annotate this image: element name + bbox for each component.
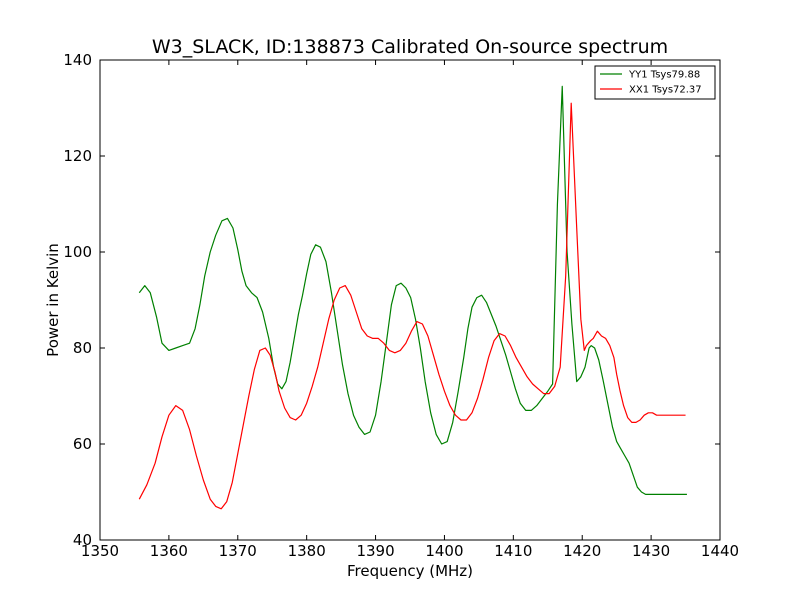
- y-tick-label: 60: [73, 435, 92, 453]
- legend-box: [594, 65, 716, 100]
- y-tick-label: 40: [73, 531, 92, 549]
- legend-label-1: XX1 Tsys72.37: [629, 85, 702, 96]
- legend: YY1 Tsys79.88 XX1 Tsys72.37: [594, 65, 716, 100]
- y-tick-label: 100: [63, 243, 92, 261]
- plot-area: [138, 85, 687, 510]
- legend-label-0: YY1 Tsys79.88: [628, 70, 700, 81]
- y-tick-label: 120: [63, 147, 92, 165]
- x-tick-label: 1390: [356, 542, 394, 560]
- y-tick-label: 140: [63, 51, 92, 69]
- x-tick-label: 1360: [150, 542, 188, 560]
- x-axis-label: Frequency (MHz): [347, 562, 473, 580]
- x-tick-label: 1440: [701, 542, 739, 560]
- x-tick-label: 1380: [288, 542, 326, 560]
- axis-ticks: 1350 1360 1370 1380 1390 1400 1410 1420 1430 1440…: [63, 51, 739, 560]
- series-line-0: [138, 85, 687, 495]
- x-tick-label: 1420: [563, 542, 601, 560]
- x-tick-label: 1430: [632, 542, 670, 560]
- x-tick-label: 1410: [494, 542, 532, 560]
- plot-frame: [99, 59, 721, 541]
- x-tick-label: 1370: [219, 542, 257, 560]
- chart-title: W3_SLACK, ID:138873 Calibrated On-source…: [152, 36, 668, 58]
- x-tick-label: 1350: [81, 542, 119, 560]
- y-axis-label: Power in Kelvin: [44, 243, 62, 357]
- y-tick-label: 80: [73, 339, 92, 357]
- series-line-1: [138, 102, 686, 510]
- x-tick-label: 1400: [425, 542, 463, 560]
